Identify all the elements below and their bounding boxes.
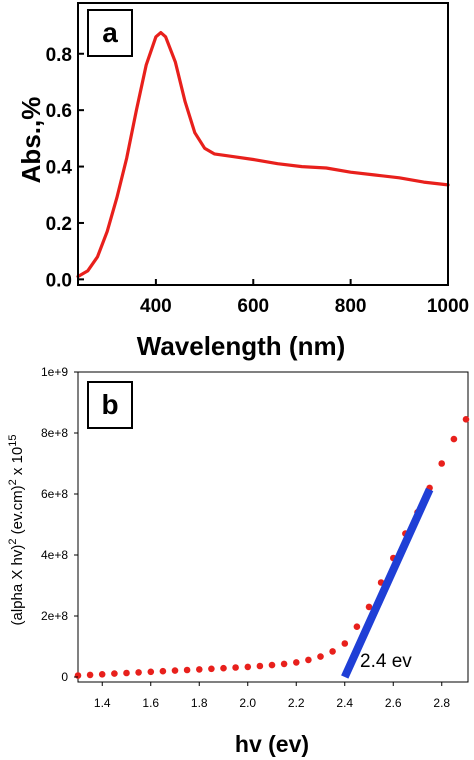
panel-b-data-point (365, 603, 373, 611)
panel-a-x-tick-label: 400 (140, 296, 172, 317)
panel-b-data-point (341, 640, 349, 647)
panel-b-data-point (208, 665, 215, 673)
panel-b-label-box (87, 381, 133, 429)
panel-b-data-point (256, 662, 264, 670)
panel-a: 400 600 800 1000 0.0 0.2 0.4 0.6 0.8 a Waveleng… (16, 2, 469, 361)
panel-b-marks (74, 416, 470, 679)
panel-b-data-point (111, 670, 118, 677)
panel-b-x-tick-label: 2.2 (288, 696, 305, 710)
panel-b-x-tick-label: 2.8 (433, 696, 450, 710)
panel-a-marks (76, 30, 450, 279)
panel-b-data-point (147, 668, 155, 676)
panel-b-data-point (305, 656, 312, 664)
panel-a-label-box (87, 9, 133, 57)
panel-b-fit-line (341, 487, 434, 679)
panel-a-y-tick-label: 0.4 (46, 158, 73, 179)
panel-b-data-point (293, 659, 300, 666)
panel-a-x-tick-label: 800 (335, 296, 367, 317)
panel-b-label: b (101, 389, 118, 420)
panel-b-y-tick-label: 8e+8 (41, 426, 68, 440)
panel-b-x-tick-label: 2.0 (239, 696, 256, 710)
panel-a-series-line (76, 30, 450, 279)
panel-b-data-point (280, 660, 288, 668)
panel-b-data-point (232, 664, 239, 671)
panel-b-x-ticks: 1.4 1.6 1.8 2.0 2.2 2.4 2.6 2.8 (94, 682, 450, 710)
panel-b-data-point (317, 653, 324, 660)
panel-a-y-axis-title: Abs.,% (16, 97, 46, 184)
panel-b: 1.4 1.6 1.8 2.0 2.2 2.4 2.6 2.8 0 2e+8 4e+8 6e+8 8e… (7, 365, 470, 757)
panel-a-y-tick-label: 0.8 (46, 45, 72, 66)
panel-b-data-point (98, 671, 106, 678)
panel-b-y-tick-label: 6e+8 (41, 487, 68, 501)
panel-b-data-point (244, 663, 252, 671)
panel-b-data-point (462, 416, 470, 423)
panel-b-x-tick-label: 1.6 (142, 696, 159, 710)
panel-b-data-point (268, 661, 276, 669)
panel-b-data-point (196, 666, 203, 673)
panel-b-data-point (159, 667, 167, 675)
panel-a-label: a (102, 17, 118, 48)
panel-b-y-tick-label: 0 (61, 670, 68, 684)
panel-b-data-point (220, 664, 227, 672)
panel-b-y-tick-label: 2e+8 (41, 609, 68, 623)
panel-a-y-tick-label: 0.2 (46, 214, 72, 235)
panel-a-x-tick-label: 600 (237, 296, 269, 317)
panel-b-data-point (353, 623, 361, 630)
panel-b-x-tick-label: 2.4 (336, 696, 353, 710)
panel-b-y-tick-label: 1e+9 (41, 365, 68, 379)
panel-a-frame (77, 2, 449, 286)
panel-b-x-tick-label: 1.8 (191, 696, 208, 710)
panel-a-x-tick-label: 1000 (427, 296, 469, 317)
panel-a-x-axis-title: Wavelength (nm) (137, 331, 345, 361)
panel-b-data-point (329, 648, 336, 655)
panel-b-data-point (438, 460, 446, 467)
panel-b-data-point (123, 669, 130, 677)
panel-b-data-point (171, 667, 179, 674)
panel-b-x-tick-label: 2.6 (385, 696, 402, 710)
panel-b-x-tick-label: 1.4 (94, 696, 111, 710)
panel-b-frame (77, 371, 469, 683)
panel-b-data-point (74, 672, 82, 679)
panel-b-data-point (183, 666, 191, 674)
panel-b-y-ticks: 0 2e+8 4e+8 6e+8 8e+8 1e+9 (41, 365, 78, 684)
panel-b-fit-annotation: 2.4 ev (360, 651, 412, 672)
panel-a-y-tick-label: 0.6 (46, 101, 72, 122)
panel-b-y-tick-label: 4e+8 (41, 548, 68, 562)
panel-b-x-axis-title: hv (ev) (235, 731, 309, 757)
panel-b-data-point (450, 435, 458, 443)
panel-a-x-ticks: 400 600 800 1000 (140, 279, 469, 317)
panel-b-data-point (86, 671, 94, 679)
panel-a-y-tick-label: 0.0 (46, 270, 72, 291)
panel-b-y-axis-title: (alpha X hv)2 (ev.cm)2 x 1015 (7, 435, 26, 626)
panel-a-y-ticks: 0.0 0.2 0.4 0.6 0.8 (46, 45, 84, 291)
panel-b-data-point (135, 669, 142, 676)
